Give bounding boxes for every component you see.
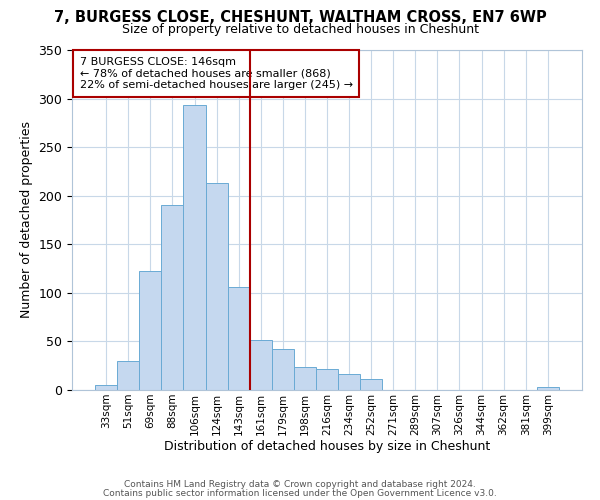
Text: Contains public sector information licensed under the Open Government Licence v3: Contains public sector information licen… [103, 488, 497, 498]
Bar [338, 374, 360, 390]
Text: Size of property relative to detached houses in Cheshunt: Size of property relative to detached ho… [121, 22, 479, 36]
Bar [117, 361, 139, 390]
Y-axis label: Number of detached properties: Number of detached properties [20, 122, 33, 318]
Bar [294, 366, 316, 390]
Bar [360, 380, 382, 390]
Bar [272, 349, 294, 390]
Bar [139, 270, 161, 390]
Text: 7 BURGESS CLOSE: 146sqm
← 78% of detached houses are smaller (868)
22% of semi-d: 7 BURGESS CLOSE: 146sqm ← 78% of detache… [80, 57, 353, 90]
X-axis label: Distribution of detached houses by size in Cheshunt: Distribution of detached houses by size … [164, 440, 490, 454]
Bar [161, 206, 184, 390]
Bar [227, 287, 250, 390]
Text: 7, BURGESS CLOSE, CHESHUNT, WALTHAM CROSS, EN7 6WP: 7, BURGESS CLOSE, CHESHUNT, WALTHAM CROS… [53, 10, 547, 25]
Bar [316, 368, 338, 390]
Bar [206, 183, 227, 390]
Bar [537, 387, 559, 390]
Bar [95, 385, 117, 390]
Text: Contains HM Land Registry data © Crown copyright and database right 2024.: Contains HM Land Registry data © Crown c… [124, 480, 476, 489]
Bar [184, 106, 206, 390]
Bar [250, 340, 272, 390]
